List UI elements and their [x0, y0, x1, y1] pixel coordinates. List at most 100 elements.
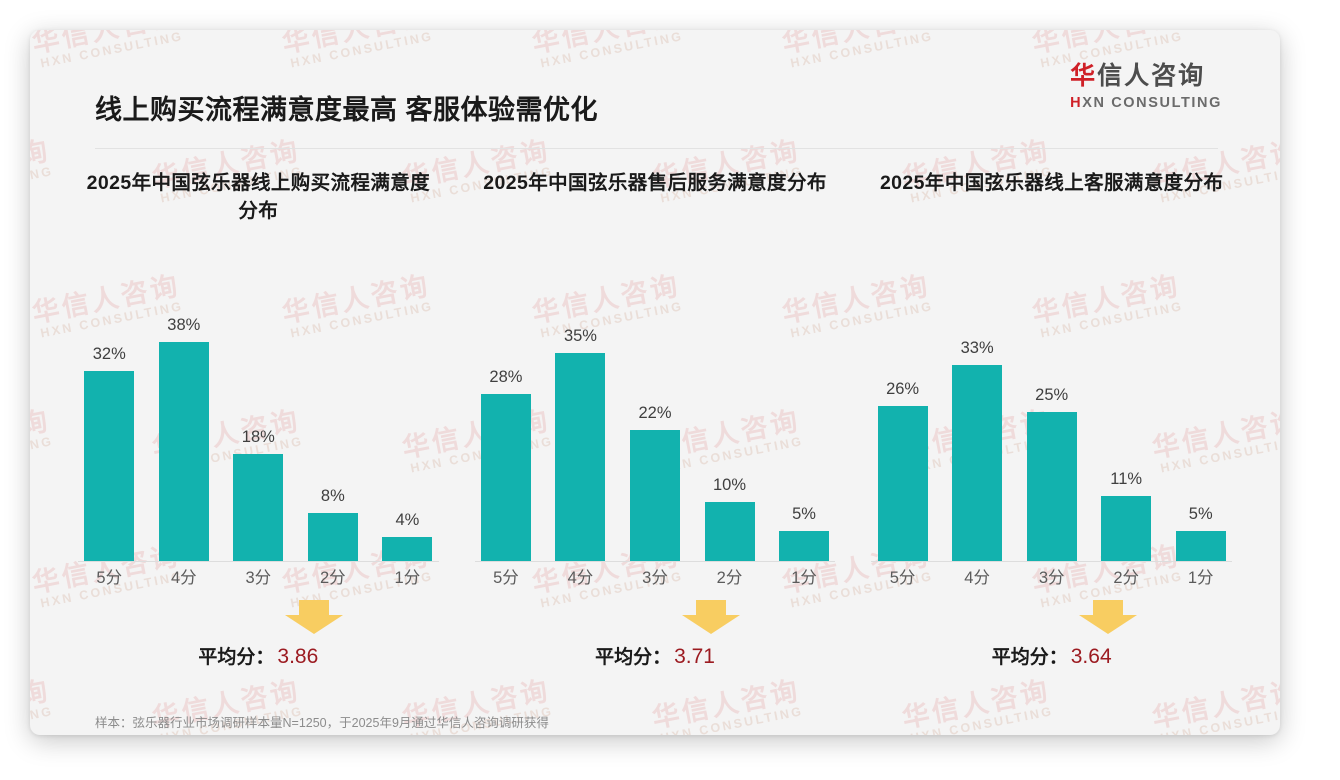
logo-english: HXN CONSULTING	[1070, 96, 1222, 111]
bar-slot: 10%	[694, 316, 765, 561]
bar-slot: 32%	[74, 316, 145, 561]
bar-slot: 4%	[372, 316, 443, 561]
logo-english-rest: XN CONSULTING	[1082, 95, 1222, 111]
bar-slot: 18%	[223, 316, 294, 561]
bar-value-label: 11%	[1110, 469, 1143, 488]
logo-chinese-accent: 华	[1070, 62, 1098, 90]
arrow-head	[682, 615, 740, 634]
arrow-shaft	[1092, 600, 1123, 616]
average-score-text: 平均分： 3.71	[595, 642, 715, 669]
bar-slot: 35%	[545, 316, 616, 561]
average-score-value: 3.64	[1070, 645, 1112, 668]
x-axis-tick-label: 2分	[716, 569, 743, 587]
bar[interactable]	[1175, 531, 1226, 561]
bar[interactable]	[779, 531, 830, 561]
x-axis-line	[78, 561, 439, 562]
bar-slot: 8%	[297, 316, 368, 561]
page-title: 线上购买流程满意度最高 客服体验需优化	[95, 95, 599, 125]
bar-group: 26% 33% 25% 11% 5%	[865, 316, 1238, 561]
bar-value-label: 32%	[92, 344, 126, 363]
bar-value-label: 4%	[395, 511, 420, 530]
charts-row: 2025年中国弦乐器线上购买流程满意度分布 32% 38% 18% 8% 4% 5分 4分 3分…	[60, 170, 1250, 670]
down-arrow-icon	[682, 600, 740, 634]
bar[interactable]	[704, 501, 755, 561]
bar-value-label: 38%	[167, 316, 201, 334]
chart-panel-1: 2025年中国弦乐器线上购买流程满意度分布 32% 38% 18% 8% 4% 5分 4分 3分…	[60, 170, 457, 670]
bar-value-label: 33%	[960, 338, 994, 357]
bar-slot: 5%	[769, 316, 840, 561]
average-score-text: 平均分： 3.86	[198, 642, 318, 669]
arrow-shaft	[696, 600, 726, 616]
chart-plot-area: 32% 38% 18% 8% 4% 5分 4分 3分 2分 1分	[72, 292, 445, 587]
average-score-label: 平均分：	[595, 647, 672, 668]
bar[interactable]	[877, 406, 928, 561]
bar-slot: 5%	[1165, 316, 1236, 561]
watermark-english: HXN CONSULTING	[30, 164, 55, 205]
arrow-shaft	[299, 600, 330, 616]
bar[interactable]	[555, 352, 606, 561]
bar-slot: 28%	[471, 316, 542, 561]
bar[interactable]	[307, 513, 358, 561]
slide-header: 线上购买流程满意度最高 客服体验需优化 华信人咨询 HXN CONSULTING	[30, 30, 1280, 126]
average-score-label: 平均分：	[991, 647, 1068, 668]
x-axis-tick-label: 2分	[1113, 569, 1140, 587]
x-axis-tick-label: 4分	[964, 569, 990, 587]
footnote: 样本：弦乐器行业市场调研样本量N=1250，于2025年9月通过华信人咨询调研获…	[95, 716, 549, 730]
average-score-callout: 平均分： 3.64	[853, 600, 1250, 669]
chart-panel-3: 2025年中国弦乐器线上客服满意度分布 26% 33% 25% 11% 5% 5分 4分 3分 2…	[853, 170, 1250, 670]
bar-value-label: 25%	[1035, 386, 1069, 405]
x-axis-tick-label: 4分	[170, 569, 197, 587]
watermark-english: HXN CONSULTING	[659, 704, 805, 735]
watermark-english: HXN CONSULTING	[1159, 704, 1280, 735]
header-divider	[95, 148, 1218, 149]
watermark-chinese: 华信人咨询	[1149, 675, 1280, 734]
logo-english-accent: H	[1070, 95, 1083, 111]
bar-slot: 33%	[942, 316, 1013, 561]
x-axis-tick-label: 1分	[394, 569, 421, 587]
bar[interactable]	[158, 342, 209, 561]
arrow-head	[285, 615, 344, 634]
bar-slot: 38%	[148, 316, 219, 561]
bar[interactable]	[629, 430, 680, 561]
bar-value-label: 22%	[638, 404, 672, 423]
watermark-chinese: 华信人咨询	[30, 675, 53, 734]
logo-chinese: 华信人咨询	[1070, 64, 1222, 89]
x-axis-labels: 5分 4分 3分 2分 1分	[469, 564, 842, 588]
bar-value-label: 18%	[241, 427, 275, 446]
bar-value-label: 5%	[792, 505, 816, 524]
bar[interactable]	[1026, 412, 1077, 561]
bar[interactable]	[84, 370, 135, 561]
bar-value-label: 5%	[1188, 505, 1213, 524]
bar-group: 28% 35% 22% 10% 5%	[469, 316, 842, 561]
bar-slot: 26%	[867, 316, 938, 561]
bar[interactable]	[233, 453, 284, 561]
x-axis-tick-label: 1分	[791, 569, 817, 587]
bar[interactable]	[952, 364, 1003, 561]
bar[interactable]	[382, 537, 433, 561]
x-axis-tick-label: 4分	[567, 569, 594, 587]
bar-value-label: 8%	[320, 487, 345, 506]
x-axis-tick-label: 3分	[245, 569, 272, 587]
watermark-english: HXN CONSULTING	[30, 434, 55, 475]
watermark-chinese: 华信人咨询	[899, 675, 1053, 734]
chart-title: 2025年中国弦乐器线上购买流程满意度分布	[86, 172, 431, 222]
average-score-value: 3.86	[277, 645, 319, 668]
chart-title: 2025年中国弦乐器售后服务满意度分布	[483, 172, 827, 194]
x-axis-tick-label: 2分	[320, 569, 346, 587]
arrow-head	[1078, 615, 1137, 634]
x-axis-tick-label: 5分	[889, 569, 916, 587]
bar[interactable]	[1101, 495, 1152, 561]
bar-slot: 22%	[620, 316, 691, 561]
bar-value-label: 26%	[886, 380, 920, 399]
average-score-callout: 平均分： 3.86	[60, 600, 457, 669]
watermark-chinese: 华信人咨询	[30, 405, 53, 464]
x-axis-line	[474, 561, 836, 562]
bar-value-label: 28%	[489, 368, 523, 387]
bar-group: 32% 38% 18% 8% 4%	[72, 316, 445, 561]
x-axis-tick-label: 5分	[493, 569, 519, 587]
bar[interactable]	[480, 394, 531, 561]
